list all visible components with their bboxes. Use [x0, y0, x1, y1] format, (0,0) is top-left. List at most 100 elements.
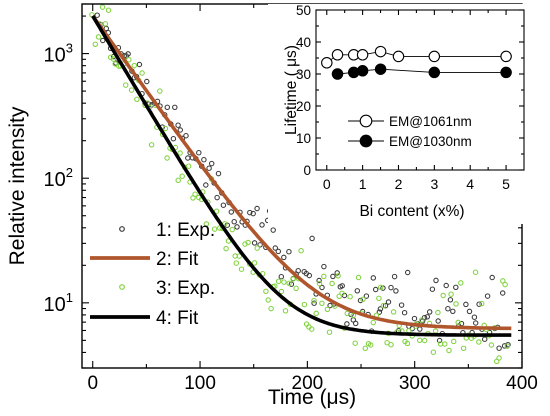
data-point	[201, 156, 207, 163]
data-point	[259, 222, 265, 228]
data-point	[367, 342, 374, 348]
data-point	[206, 165, 212, 171]
y-tick-label: 103	[44, 41, 73, 67]
data-point	[344, 321, 350, 327]
data-point	[309, 235, 315, 242]
inset-y-axis-title: Lifetime ( μs)	[283, 45, 300, 135]
data-point	[430, 349, 437, 355]
data-point	[440, 292, 446, 299]
data-point	[501, 343, 508, 349]
data-point	[126, 56, 132, 63]
data-point	[257, 242, 263, 248]
data-point	[393, 288, 399, 294]
main-legend: 1: Exp. 2: Fit 3: Exp. 4: Fit	[90, 220, 215, 329]
data-point	[278, 288, 285, 295]
data-point	[228, 209, 235, 215]
data-point	[313, 310, 319, 317]
data-point	[170, 135, 177, 142]
data-point	[418, 317, 425, 323]
data-point	[376, 309, 383, 315]
inset-legend-label: EM@1061nm	[389, 114, 472, 129]
data-point	[339, 290, 345, 297]
data-point	[445, 305, 451, 312]
data-point	[95, 34, 102, 40]
data-point	[247, 209, 253, 216]
inset-legend: EM@1061nm EM@1030nm	[348, 114, 472, 149]
data-point	[453, 301, 459, 307]
inset-x-tick-label: 0	[323, 176, 331, 192]
data-point	[329, 280, 335, 287]
data-point	[426, 309, 433, 315]
data-point	[136, 61, 143, 68]
data-point	[476, 339, 482, 345]
y-tick-label: 101	[44, 290, 73, 316]
data-point	[270, 227, 276, 233]
inset-data-point	[428, 66, 441, 79]
y-tick-label-exponent: 3	[66, 41, 73, 56]
data-point	[223, 245, 229, 252]
data-point	[455, 319, 461, 326]
data-point	[236, 253, 243, 259]
data-point	[432, 328, 439, 334]
data-point	[321, 263, 327, 270]
data-point	[344, 310, 351, 317]
data-point	[401, 309, 408, 316]
data-point	[306, 272, 313, 279]
data-point	[416, 337, 423, 344]
data-point	[404, 340, 411, 347]
data-point	[192, 191, 198, 197]
inset-y-tick-label: 40	[296, 35, 311, 50]
data-point	[453, 284, 459, 291]
x-tick-label: 300	[399, 373, 431, 394]
data-point	[339, 283, 345, 289]
data-point	[251, 240, 258, 246]
inset-data-point	[500, 50, 512, 63]
data-point	[372, 286, 379, 293]
data-point	[334, 270, 340, 276]
data-point	[148, 142, 155, 148]
data-point	[447, 297, 454, 303]
data-point	[472, 269, 479, 275]
x-tick-label: 0	[87, 373, 98, 394]
inset-series-1	[321, 45, 512, 69]
data-point	[360, 296, 366, 303]
data-point	[102, 21, 109, 27]
legend-label: 1: Exp.	[156, 220, 215, 241]
legend-label: 3: Exp.	[156, 278, 215, 299]
data-point	[377, 284, 384, 291]
data-point	[157, 88, 163, 94]
data-point	[172, 104, 178, 111]
data-point	[144, 78, 150, 85]
data-point	[290, 276, 296, 282]
data-point	[446, 347, 452, 354]
data-point	[376, 295, 382, 302]
data-point	[450, 338, 457, 345]
data-point	[404, 269, 411, 276]
inset-data-point	[331, 49, 344, 61]
data-point	[424, 314, 431, 320]
inset-data-point	[331, 68, 344, 80]
data-point	[272, 245, 279, 251]
data-point	[94, 12, 100, 18]
data-point	[162, 125, 169, 132]
data-point	[319, 300, 325, 307]
data-point	[391, 273, 398, 280]
data-point	[213, 208, 220, 214]
data-point	[321, 273, 327, 280]
y-tick-label-base: 10	[44, 294, 66, 316]
data-point	[484, 293, 491, 299]
data-point	[311, 300, 317, 306]
data-point	[433, 277, 439, 284]
data-point	[411, 315, 418, 322]
data-point	[122, 82, 129, 88]
data-point	[265, 297, 271, 303]
data-point	[293, 285, 299, 292]
data-point	[352, 320, 359, 327]
data-point	[377, 306, 384, 312]
data-point	[110, 56, 117, 62]
data-point	[238, 266, 245, 272]
data-point	[301, 301, 308, 308]
data-point	[268, 305, 274, 312]
